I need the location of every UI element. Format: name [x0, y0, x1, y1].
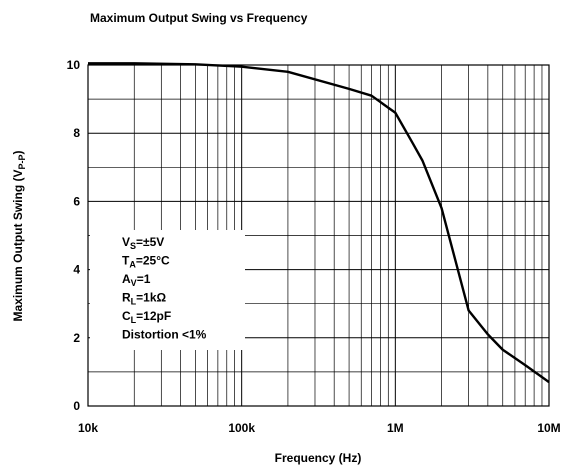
- annotation-main: A: [122, 272, 131, 286]
- annotation-main: V: [122, 235, 130, 249]
- series-line: [88, 62, 550, 384]
- y-axis-label-sub: P-P: [17, 154, 27, 169]
- annotation-sub: L: [131, 297, 137, 307]
- annotation-rest: =±5V: [136, 235, 164, 249]
- plot-frame: [87, 64, 550, 407]
- annotation: VS=±5V: [122, 235, 164, 251]
- y-tick-label: 6: [73, 194, 80, 208]
- y-tick-label: 0: [73, 399, 80, 413]
- y-tick-label: 10: [67, 58, 81, 72]
- annotation: TA=25°C: [122, 254, 170, 270]
- y-tick-label: 2: [73, 331, 80, 345]
- annotation-main: R: [122, 291, 131, 305]
- x-tick-label: 1M: [387, 421, 404, 435]
- y-tick-label: 4: [73, 263, 80, 277]
- x-tick-label: 100k: [228, 421, 255, 435]
- annotation-main: Distortion <1%: [122, 328, 207, 342]
- y-axis-label-main: Maximum Output Swing (V: [11, 170, 25, 322]
- y-axis-label: Maximum Output Swing (VP-P): [11, 150, 27, 321]
- annotation-main: C: [122, 309, 131, 323]
- annotation-sub: S: [130, 241, 136, 251]
- annotation-sub: L: [131, 315, 137, 325]
- annotation-rest: =1: [137, 272, 151, 286]
- annotation: Distortion <1%: [122, 328, 207, 342]
- annotation: RL=1kΩ: [122, 291, 167, 307]
- annotation-sub: V: [131, 278, 137, 288]
- annotation-box: [90, 230, 245, 350]
- annotation-sub: A: [129, 260, 136, 270]
- annotation-main: T: [122, 254, 130, 268]
- x-tick-label: 10k: [78, 421, 98, 435]
- y-tick-label: 8: [73, 126, 80, 140]
- annotation: CL=12pF: [122, 309, 171, 325]
- annotation-rest: =1kΩ: [136, 291, 166, 305]
- annotation-rest: =25°C: [136, 254, 170, 268]
- x-axis-label: Frequency (Hz): [275, 451, 362, 465]
- annotation: AV=1: [122, 272, 151, 288]
- annotation-rest: =12pF: [136, 309, 171, 323]
- y-axis-label-end: ): [11, 150, 25, 154]
- x-tick-label: 10M: [537, 421, 560, 435]
- chart-title: Maximum Output Swing vs Frequency: [90, 11, 308, 25]
